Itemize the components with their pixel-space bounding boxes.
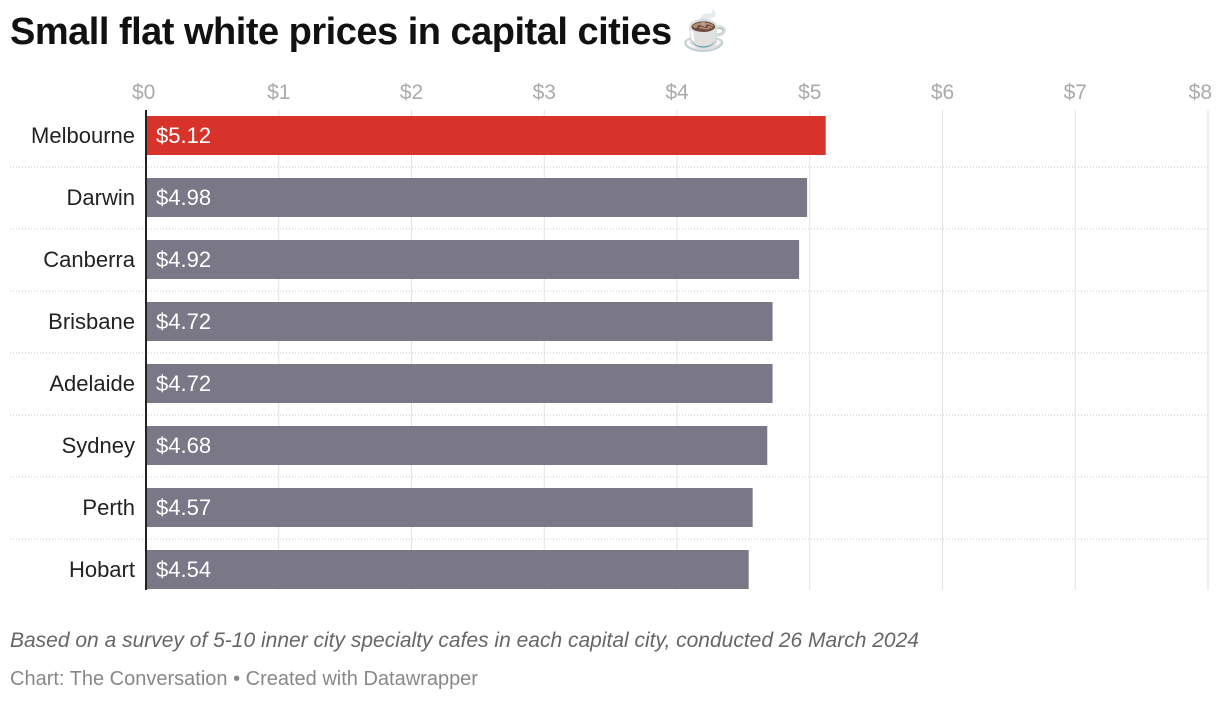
bar xyxy=(146,550,749,589)
tick-label: $8 xyxy=(1189,81,1212,104)
tick-label: $6 xyxy=(931,81,954,104)
tick-label: $4 xyxy=(665,81,689,104)
value-label: $5.12 xyxy=(156,123,211,148)
category-label: Adelaide xyxy=(49,371,135,396)
bar xyxy=(146,426,768,465)
value-label: $4.72 xyxy=(156,371,211,396)
value-label: $4.68 xyxy=(156,433,211,458)
value-label: $4.57 xyxy=(156,495,211,520)
chart-title: Small flat white prices in capital citie… xyxy=(10,11,729,53)
tick-label: $5 xyxy=(798,81,821,104)
value-label: $4.92 xyxy=(156,247,211,272)
tick-label: $2 xyxy=(400,81,423,104)
chart-notes: Based on a survey of 5-10 inner city spe… xyxy=(10,629,919,652)
bar xyxy=(146,178,808,217)
bar xyxy=(146,364,773,403)
tick-label: $7 xyxy=(1064,81,1087,104)
category-label: Hobart xyxy=(69,557,135,582)
bar xyxy=(146,240,800,279)
category-label: Melbourne xyxy=(31,123,135,148)
category-label: Perth xyxy=(82,495,135,520)
value-label: $4.72 xyxy=(156,309,211,334)
category-label: Canberra xyxy=(43,247,135,272)
value-label: $4.98 xyxy=(156,185,211,210)
tick-label: $1 xyxy=(267,81,290,104)
category-label: Darwin xyxy=(67,185,135,210)
category-label: Brisbane xyxy=(48,309,135,334)
bar xyxy=(146,302,773,341)
chart-byline: Chart: The Conversation • Created with D… xyxy=(10,668,478,690)
tick-label: $0 xyxy=(132,81,155,104)
bar xyxy=(146,116,826,155)
bar xyxy=(146,488,753,527)
tick-label: $3 xyxy=(533,81,556,104)
value-label: $4.54 xyxy=(156,557,211,582)
category-label: Sydney xyxy=(62,433,135,458)
